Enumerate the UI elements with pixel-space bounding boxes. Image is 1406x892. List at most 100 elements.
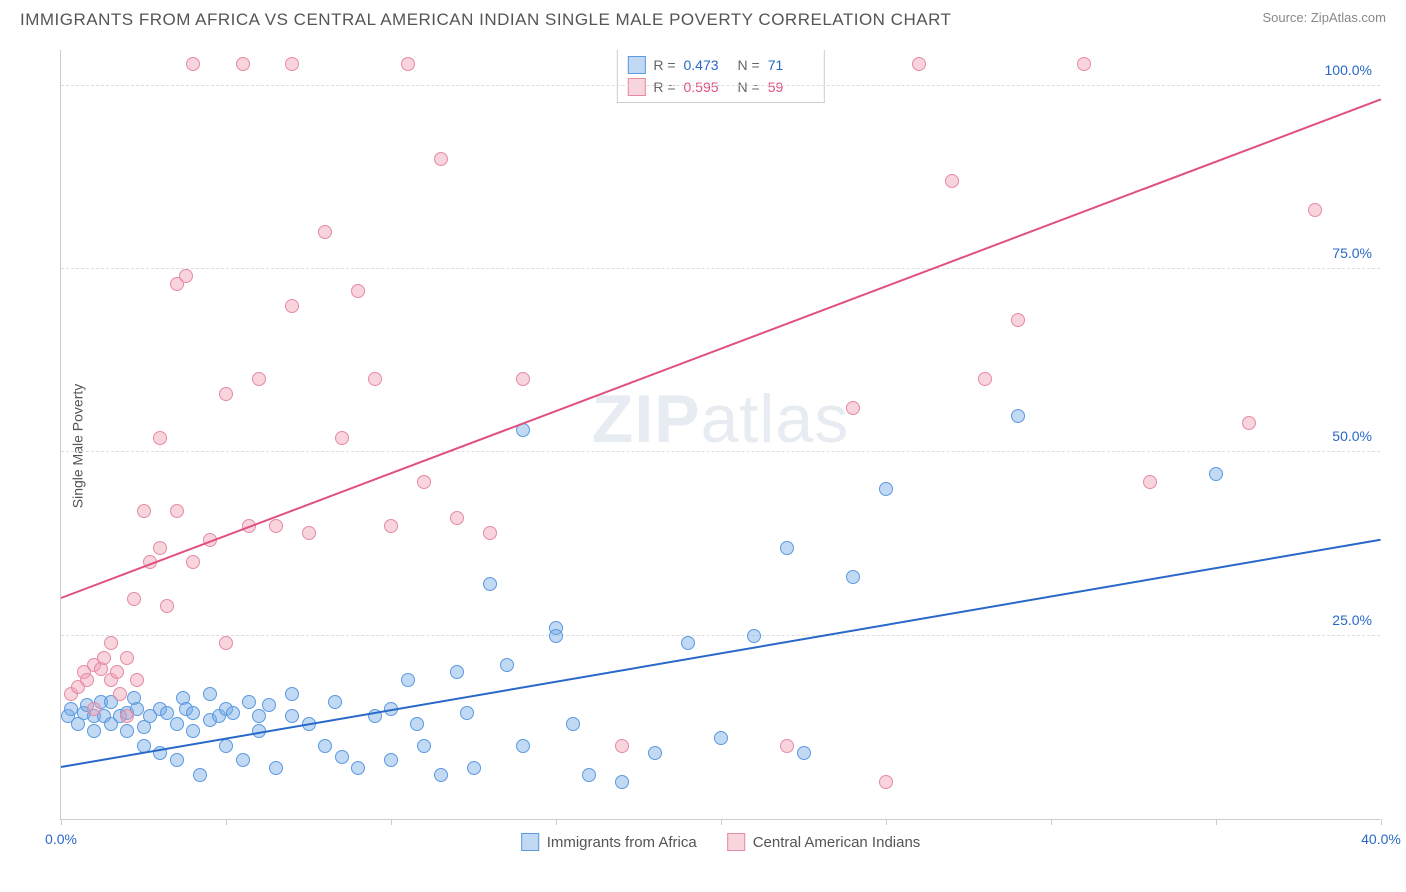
data-point bbox=[179, 269, 193, 283]
data-point bbox=[582, 768, 596, 782]
data-point bbox=[285, 709, 299, 723]
source-credit: Source: ZipAtlas.com bbox=[1262, 10, 1386, 25]
data-point bbox=[186, 724, 200, 738]
data-point bbox=[368, 372, 382, 386]
data-point bbox=[328, 695, 342, 709]
data-point bbox=[120, 724, 134, 738]
data-point bbox=[483, 526, 497, 540]
x-tick bbox=[226, 819, 227, 825]
x-tick bbox=[721, 819, 722, 825]
data-point bbox=[87, 702, 101, 716]
data-point bbox=[467, 761, 481, 775]
data-point bbox=[104, 636, 118, 650]
data-point bbox=[285, 57, 299, 71]
data-point bbox=[483, 577, 497, 591]
watermark: ZIPatlas bbox=[592, 380, 849, 458]
data-point bbox=[252, 372, 266, 386]
data-point bbox=[130, 673, 144, 687]
data-point bbox=[120, 709, 134, 723]
data-point bbox=[417, 475, 431, 489]
data-point bbox=[170, 717, 184, 731]
data-point bbox=[401, 57, 415, 71]
data-point bbox=[747, 629, 761, 643]
data-point bbox=[450, 511, 464, 525]
data-point bbox=[648, 746, 662, 760]
data-point bbox=[186, 706, 200, 720]
data-point bbox=[269, 519, 283, 533]
trend-line bbox=[61, 98, 1382, 599]
data-point bbox=[285, 687, 299, 701]
data-point bbox=[285, 299, 299, 313]
n-value: 59 bbox=[768, 79, 814, 95]
data-point bbox=[945, 174, 959, 188]
legend: Immigrants from Africa Central American I… bbox=[521, 833, 921, 851]
source-name: ZipAtlas.com bbox=[1311, 10, 1386, 25]
grid-line bbox=[61, 268, 1380, 269]
legend-swatch bbox=[627, 78, 645, 96]
n-value: 71 bbox=[768, 57, 814, 73]
data-point bbox=[384, 519, 398, 533]
grid-line bbox=[61, 451, 1380, 452]
legend-item: Immigrants from Africa bbox=[521, 833, 697, 851]
watermark-atlas: atlas bbox=[701, 381, 850, 457]
data-point bbox=[1077, 57, 1091, 71]
data-point bbox=[170, 753, 184, 767]
source-prefix: Source: bbox=[1262, 10, 1310, 25]
data-point bbox=[912, 57, 926, 71]
stats-row: R =0.595N =59 bbox=[627, 76, 813, 98]
data-point bbox=[1011, 313, 1025, 327]
legend-label: Immigrants from Africa bbox=[547, 834, 697, 851]
data-point bbox=[417, 739, 431, 753]
data-point bbox=[80, 673, 94, 687]
data-point bbox=[434, 152, 448, 166]
data-point bbox=[1143, 475, 1157, 489]
x-tick bbox=[1051, 819, 1052, 825]
data-point bbox=[153, 431, 167, 445]
data-point bbox=[64, 702, 78, 716]
data-point bbox=[236, 753, 250, 767]
data-point bbox=[879, 775, 893, 789]
data-point bbox=[219, 636, 233, 650]
data-point bbox=[193, 768, 207, 782]
grid-line bbox=[61, 635, 1380, 636]
data-point bbox=[1209, 467, 1223, 481]
data-point bbox=[384, 753, 398, 767]
data-point bbox=[127, 592, 141, 606]
data-point bbox=[113, 687, 127, 701]
data-point bbox=[269, 761, 283, 775]
legend-item: Central American Indians bbox=[727, 833, 921, 851]
data-point bbox=[681, 636, 695, 650]
data-point bbox=[780, 541, 794, 555]
data-point bbox=[780, 739, 794, 753]
x-tick bbox=[556, 819, 557, 825]
data-point bbox=[219, 387, 233, 401]
data-point bbox=[226, 706, 240, 720]
data-point bbox=[87, 724, 101, 738]
data-point bbox=[219, 739, 233, 753]
r-value: 0.595 bbox=[684, 79, 730, 95]
data-point bbox=[203, 687, 217, 701]
data-point bbox=[262, 698, 276, 712]
data-point bbox=[351, 284, 365, 298]
y-tick-label: 75.0% bbox=[1332, 245, 1372, 261]
data-point bbox=[714, 731, 728, 745]
data-point bbox=[566, 717, 580, 731]
x-tick bbox=[1381, 819, 1382, 825]
data-point bbox=[160, 599, 174, 613]
data-point bbox=[318, 739, 332, 753]
data-point bbox=[110, 665, 124, 679]
y-tick-label: 50.0% bbox=[1332, 428, 1372, 444]
data-point bbox=[137, 504, 151, 518]
data-point bbox=[1308, 203, 1322, 217]
data-point bbox=[434, 768, 448, 782]
x-tick-label: 40.0% bbox=[1361, 831, 1401, 847]
data-point bbox=[186, 555, 200, 569]
data-point bbox=[242, 695, 256, 709]
legend-swatch bbox=[627, 56, 645, 74]
data-point bbox=[170, 504, 184, 518]
x-tick bbox=[391, 819, 392, 825]
data-point bbox=[846, 570, 860, 584]
correlation-stats-box: R =0.473N =71R =0.595N =59 bbox=[616, 50, 824, 103]
data-point bbox=[335, 750, 349, 764]
x-tick-label: 0.0% bbox=[45, 831, 77, 847]
